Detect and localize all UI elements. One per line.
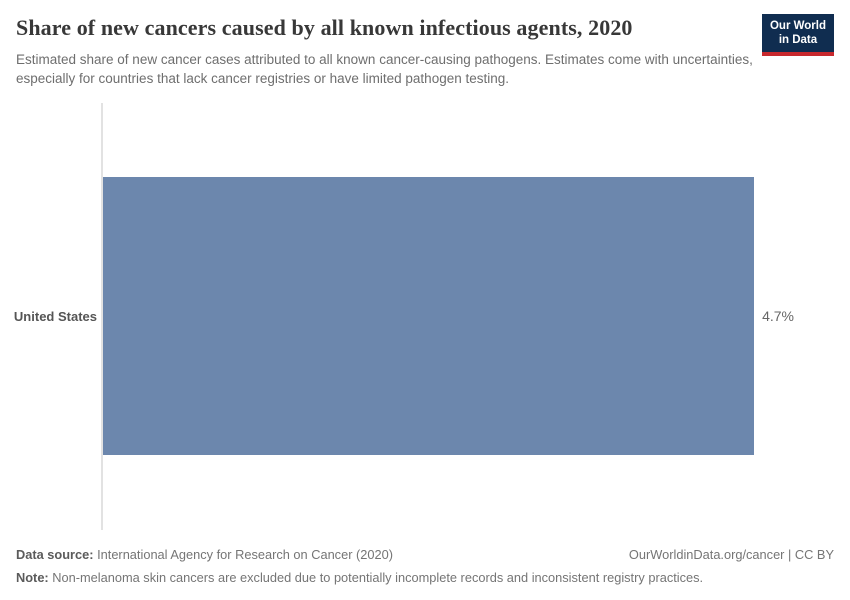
note-label: Note: [16,570,49,586]
chart-subtitle: Estimated share of new cancer cases attr… [16,51,753,86]
owid-link[interactable]: OurWorldinData.org/cancer | CC BY [628,547,834,562]
owid-logo[interactable]: Our World in Data [761,14,834,56]
data-source-line: Data source: International Agency for Re… [16,546,393,563]
bar-track: 4.7% [103,177,794,455]
chart-title: Share of new cancers caused by all known… [16,15,633,40]
owid-logo-line1: Our World [769,20,826,32]
data-source-text: International Agency for Research on Can… [93,547,394,562]
owid-logo-line2: in Data [778,34,818,47]
data-source-label: Data source: [16,547,94,562]
chart-footer: Data source: International Agency for Re… [16,546,834,587]
footer-row-note: Note: Non-melanoma skin cancers are excl… [16,569,834,586]
plot-area: United States 4.7% [0,103,850,530]
chart-header: Share of new cancers caused by all known… [16,14,834,88]
footer-row-source: Data source: International Agency for Re… [16,546,834,563]
bar[interactable] [103,177,755,455]
y-axis-line [101,103,103,530]
value-label: 4.7% [762,308,794,324]
note-text: Non-melanoma skin cancers are excluded d… [48,570,704,586]
entity-label: United States [13,308,97,324]
